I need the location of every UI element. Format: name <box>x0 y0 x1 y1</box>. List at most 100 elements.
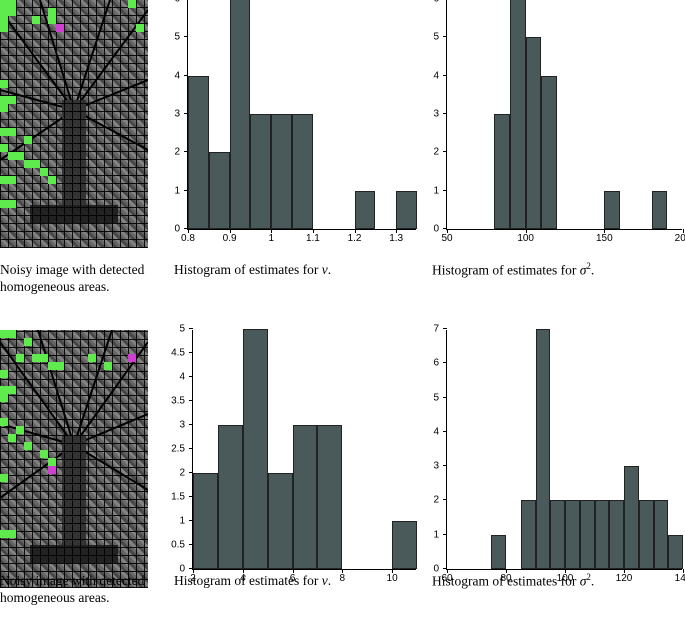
y-tick-label: 2 <box>433 147 439 158</box>
green-cell <box>0 200 8 208</box>
green-cell <box>40 450 48 458</box>
histogram-bar <box>193 473 218 569</box>
plot-area: 608010012014001234567 <box>446 330 682 570</box>
green-cell <box>16 426 24 434</box>
grid-overlay <box>0 0 148 248</box>
y-tick-label: 3 <box>433 461 439 472</box>
green-cell <box>0 474 8 482</box>
green-cell <box>24 136 32 144</box>
x-tick-label: 1.1 <box>306 233 320 244</box>
green-cell <box>8 128 16 136</box>
green-cell <box>0 386 8 394</box>
green-cell <box>8 386 16 394</box>
y-tick-label: 3 <box>174 109 180 120</box>
histogram-bar <box>668 535 683 569</box>
histogram-bar <box>494 114 510 229</box>
green-cell <box>88 354 96 362</box>
green-cell <box>0 8 8 16</box>
y-tick-label: 3.5 <box>171 396 185 407</box>
x-tick-label: 0.8 <box>181 233 195 244</box>
green-cell <box>48 8 56 16</box>
green-cell <box>0 16 8 24</box>
y-tick-label: 4 <box>433 426 439 437</box>
y-tick-label: 4 <box>179 372 185 383</box>
histogram-bar <box>536 329 551 569</box>
y-tick-label: 0 <box>433 224 439 235</box>
caption-1-thumb-line2: homogeneous areas. <box>0 278 109 296</box>
histogram-bar <box>541 76 557 229</box>
histogram-bar <box>580 500 595 569</box>
caption-2-thumb-line2: homogeneous areas. <box>0 589 109 607</box>
y-tick-label: 4 <box>433 70 439 81</box>
grid-overlay <box>0 330 148 588</box>
y-tick-label: 4 <box>174 70 180 81</box>
histogram-bar <box>624 466 639 569</box>
x-tick-label: 200 <box>675 233 685 244</box>
y-tick-label: 2 <box>174 147 180 158</box>
green-cell <box>8 152 16 160</box>
y-tick-label: 4.5 <box>171 348 185 359</box>
histogram-bar <box>604 191 620 229</box>
green-cell <box>0 418 8 426</box>
histogram-sigma2-2: 608010012014001234567 <box>434 330 682 588</box>
histogram-bar <box>268 473 293 569</box>
histogram-bar <box>652 191 668 229</box>
plot-area: 501001502000123456 <box>446 0 682 230</box>
histogram-sigma2-1: 501001502000123456 <box>434 0 682 248</box>
y-tick-label: 1 <box>174 185 180 196</box>
histogram-bar <box>609 500 624 569</box>
green-cell <box>0 24 8 32</box>
green-cell <box>48 16 56 24</box>
histogram-bar <box>639 500 654 569</box>
histogram-bar <box>209 152 230 229</box>
green-cell <box>128 0 136 8</box>
figure-row-2: 24681000.511.522.533.544.55 608010012014… <box>0 310 685 605</box>
caption-1-thumb: Noisy image with detected <box>0 261 144 279</box>
captions-row-1: Noisy image with detected homogeneous ar… <box>0 261 685 297</box>
histogram-bar <box>654 500 669 569</box>
caption-2-thumb: Noisy image with detected <box>0 572 144 590</box>
histogram-bar <box>521 500 536 569</box>
y-tick-label: 2 <box>179 468 185 479</box>
histogram-bar <box>526 37 542 229</box>
caption-2-nu: Histogram of estimates for ν. <box>174 572 331 590</box>
green-cell <box>0 80 8 88</box>
green-cell <box>48 362 56 370</box>
y-tick-label: 5 <box>433 32 439 43</box>
histogram-bar <box>292 114 313 229</box>
green-cell <box>40 354 48 362</box>
green-cell <box>0 394 8 402</box>
x-tick-label: 1 <box>268 233 274 244</box>
histogram-bar <box>230 0 251 229</box>
green-cell <box>136 24 144 32</box>
histogram-bar <box>218 425 243 569</box>
y-tick-label: 5 <box>179 324 185 335</box>
green-cell <box>48 176 56 184</box>
x-tick-label: 100 <box>517 233 534 244</box>
y-tick-label: 1.5 <box>171 492 185 503</box>
green-cell <box>0 96 8 104</box>
green-cell <box>0 0 8 8</box>
y-tick-label: 7 <box>433 324 439 335</box>
green-cell <box>40 168 48 176</box>
green-cell <box>8 0 16 8</box>
y-tick-label: 1 <box>433 529 439 540</box>
y-tick-label: 5 <box>433 392 439 403</box>
y-tick-label: 6 <box>174 0 180 5</box>
green-cell <box>104 362 112 370</box>
green-cell <box>0 176 8 184</box>
y-tick-label: 2 <box>433 495 439 506</box>
green-cell <box>24 442 32 450</box>
green-cell <box>56 362 64 370</box>
noisy-image-thumb-1 <box>0 0 148 248</box>
caption-2-sigma: Histogram of estimates for σ2. <box>432 572 594 590</box>
green-cell <box>0 128 8 136</box>
histogram-bar <box>293 425 318 569</box>
y-tick-label: 1 <box>179 516 185 527</box>
y-tick-label: 5 <box>174 32 180 43</box>
green-cell <box>8 96 16 104</box>
histogram-bar <box>243 329 268 569</box>
plot-area: 0.80.911.11.21.30123456 <box>187 0 416 230</box>
green-cell <box>48 458 56 466</box>
y-tick-label: 3 <box>433 109 439 120</box>
